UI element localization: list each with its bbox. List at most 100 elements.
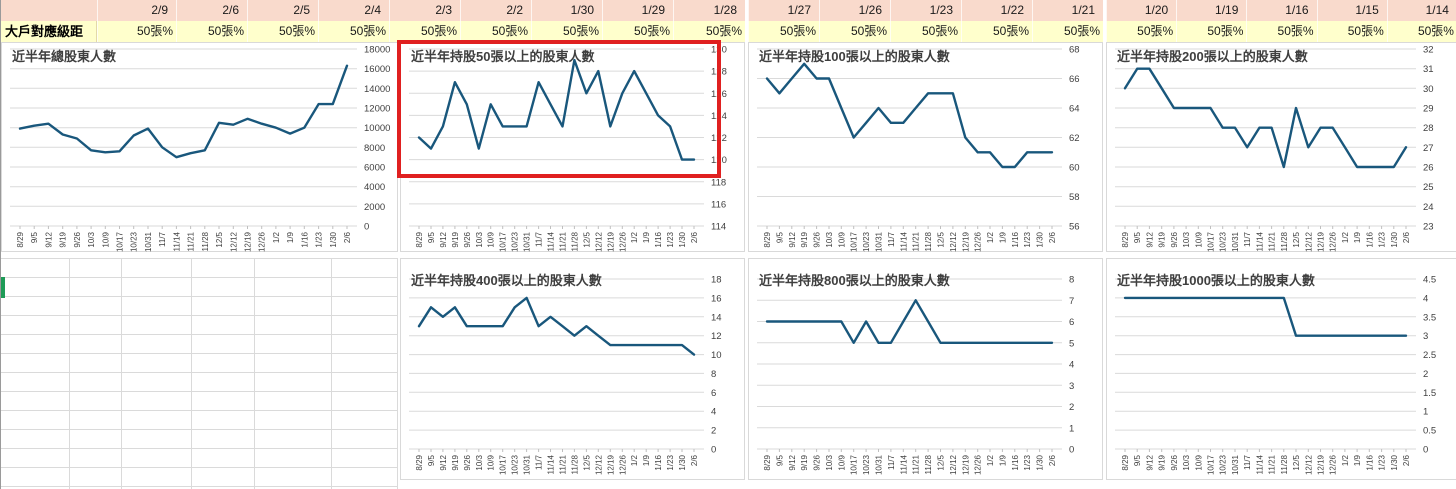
svg-text:12/26: 12/26	[974, 231, 983, 252]
svg-text:11/21: 11/21	[559, 231, 568, 251]
chart-holders-100-lots[interactable]: 近半年持股100張以上的股東人數 68 66 64 62 60 58 56 8/29 9/5 9/…	[748, 42, 1103, 252]
header-date-cell[interactable]: 1/15	[1316, 0, 1387, 21]
header-date-cell[interactable]: 1/21	[1032, 0, 1103, 21]
chart-title: 近半年持股50張以上的股東人數	[411, 49, 595, 64]
svg-text:12/5: 12/5	[1292, 454, 1301, 470]
header-range-cell[interactable]: 50張%	[1032, 21, 1103, 42]
header-range-cell[interactable]: 50張%	[1316, 21, 1387, 42]
svg-text:18: 18	[711, 275, 722, 286]
header-date-cell[interactable]: 1/14	[1386, 0, 1456, 21]
header-date-cell[interactable]: 2/2	[460, 0, 531, 21]
svg-text:9/12: 9/12	[44, 231, 53, 247]
sheet-section-label[interactable]: 大戶對應級距	[1, 21, 97, 42]
svg-text:1: 1	[1069, 423, 1074, 434]
svg-text:3: 3	[1423, 331, 1428, 342]
svg-text:10/31: 10/31	[523, 231, 532, 252]
header-date-cell[interactable]: 1/19	[1176, 0, 1247, 21]
header-date-cell[interactable]: 1/27	[748, 0, 819, 21]
svg-text:1/9: 1/9	[1353, 231, 1362, 243]
header-date-cell[interactable]: 1/30	[531, 0, 602, 21]
chart-plot: 18 16 14 12 10 8 6 4 2 0 8/29 9/5 9/12 9/19 9/26 10/3 10…	[401, 259, 744, 479]
chart-holders-50-lots[interactable]: 近半年持股50張以上的股東人數 130 128 126 124 122 120 118 116…	[400, 42, 745, 252]
svg-text:12/12: 12/12	[949, 454, 958, 475]
header-range-cell[interactable]: 50張%	[602, 21, 673, 42]
svg-text:12/5: 12/5	[215, 231, 224, 247]
chart-holders-800-lots[interactable]: 近半年持股800張以上的股東人數 8 7 6 5 4 3 2 1 0 8/29 9/5 9/12 9/1…	[748, 258, 1103, 480]
header-range-cell[interactable]: 50張%	[748, 21, 819, 42]
svg-text:11/7: 11/7	[1243, 454, 1252, 470]
chart-holders-200-lots[interactable]: 近半年持股200張以上的股東人數 32 31 30 29 28 27 26 25 24 23 8/2…	[1106, 42, 1456, 252]
svg-text:10/23: 10/23	[862, 454, 871, 475]
header-range-cell[interactable]: 50張%	[460, 21, 531, 42]
header-range-cell[interactable]: 50張%	[247, 21, 318, 42]
svg-text:8: 8	[1069, 275, 1074, 286]
header-date-cell[interactable]: 2/6	[176, 0, 247, 21]
chart-plot: 130 128 126 124 122 120 118 116 114 8/29 9/5 9/12 9/…	[401, 43, 744, 252]
svg-text:1/23: 1/23	[1378, 454, 1387, 470]
svg-text:10/23: 10/23	[862, 231, 871, 252]
svg-text:11/21: 11/21	[912, 454, 921, 474]
svg-text:8/29: 8/29	[1121, 231, 1130, 247]
svg-text:10/3: 10/3	[825, 454, 834, 470]
svg-text:12/12: 12/12	[949, 231, 958, 252]
header-date-cell[interactable]: 2/4	[318, 0, 389, 21]
header-range-cell[interactable]: 50張%	[531, 21, 602, 42]
header-date-cell[interactable]: 1/23	[890, 0, 961, 21]
header-range-cell[interactable]: 50張%	[1386, 21, 1456, 42]
svg-text:12/26: 12/26	[258, 231, 267, 252]
svg-text:10/9: 10/9	[837, 454, 846, 470]
header-date-cell[interactable]: 2/5	[247, 0, 318, 21]
header-range-cell[interactable]: 50張%	[1106, 21, 1177, 42]
header-date-cell[interactable]: 2/3	[389, 0, 460, 21]
header-range-cell[interactable]: 50張%	[1246, 21, 1317, 42]
chart-total-shareholders[interactable]: 近半年總股東人數 18000 16000 14000 12000 10000 8000 60…	[1, 42, 398, 252]
svg-text:66: 66	[1069, 74, 1080, 85]
svg-text:12/19: 12/19	[1317, 231, 1326, 252]
svg-text:9/5: 9/5	[30, 231, 39, 243]
svg-text:12/12: 12/12	[594, 231, 603, 252]
svg-text:24: 24	[1423, 202, 1434, 213]
header-range-cell[interactable]: 50張%	[961, 21, 1032, 42]
header-range-cell[interactable]: 50張%	[318, 21, 389, 42]
header-corner-cell[interactable]	[1, 0, 97, 21]
svg-text:10/9: 10/9	[487, 231, 496, 247]
svg-text:10/9: 10/9	[1194, 454, 1203, 470]
header-range-cell[interactable]: 50張%	[97, 21, 176, 42]
svg-text:12/19: 12/19	[961, 231, 970, 252]
chart-title: 近半年持股1000張以上的股東人數	[1117, 273, 1315, 288]
svg-text:8000: 8000	[364, 143, 385, 154]
svg-text:120: 120	[711, 155, 727, 166]
chart-holders-400-lots[interactable]: 近半年持股400張以上的股東人數 18 16 14 12 10 8 6 4 2 0 8/29 9/5 9…	[400, 258, 745, 480]
header-date-cell[interactable]: 1/28	[673, 0, 745, 21]
chart-holders-1000-lots[interactable]: 近半年持股1000張以上的股東人數 4.5 4 3.5 3 2.5 2 1.5 1 0.5 0 8/…	[1106, 258, 1456, 480]
header-date-cell[interactable]: 1/26	[819, 0, 890, 21]
empty-grid[interactable]	[1, 252, 398, 489]
svg-text:1/9: 1/9	[1353, 454, 1362, 466]
chart-title: 近半年持股100張以上的股東人數	[759, 49, 950, 64]
header-range-cell[interactable]: 50張%	[890, 21, 961, 42]
svg-text:1/23: 1/23	[666, 231, 675, 247]
header-date-cell[interactable]: 1/20	[1106, 0, 1177, 21]
header-range-cell[interactable]: 50張%	[176, 21, 247, 42]
svg-text:0: 0	[711, 445, 716, 456]
svg-text:2: 2	[711, 426, 716, 437]
svg-text:7: 7	[1069, 296, 1074, 307]
header-range-cell[interactable]: 50張%	[673, 21, 745, 42]
header-date-cell[interactable]: 1/29	[602, 0, 673, 21]
svg-text:1/2: 1/2	[986, 231, 995, 243]
svg-text:1/30: 1/30	[1036, 231, 1045, 247]
svg-text:9/12: 9/12	[439, 231, 448, 247]
chart-plot: 4.5 4 3.5 3 2.5 2 1.5 1 0.5 0 8/29 9/5 9/12 9/19 9/26 1…	[1107, 259, 1456, 479]
svg-text:10/31: 10/31	[1231, 454, 1240, 475]
header-date-cell[interactable]: 1/16	[1246, 0, 1317, 21]
svg-text:6000: 6000	[364, 163, 385, 174]
header-range-cell[interactable]: 50張%	[389, 21, 460, 42]
header-range-cell[interactable]: 50張%	[1176, 21, 1247, 42]
header-date-cell[interactable]: 1/22	[961, 0, 1032, 21]
header-range-cell[interactable]: 50張%	[819, 21, 890, 42]
svg-text:12000: 12000	[364, 104, 390, 115]
svg-text:8/29: 8/29	[415, 454, 424, 470]
header-date-cell[interactable]: 2/9	[97, 0, 176, 21]
svg-text:9/5: 9/5	[1133, 231, 1142, 243]
svg-text:9/26: 9/26	[1170, 231, 1179, 247]
